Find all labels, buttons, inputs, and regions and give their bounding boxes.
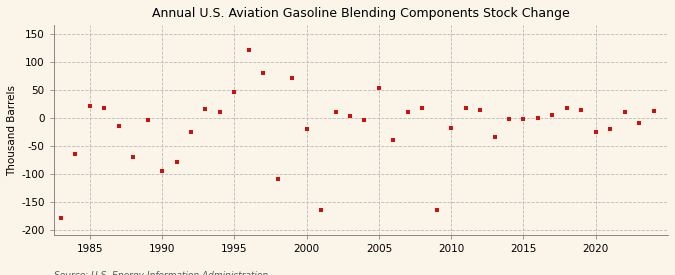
Point — [634, 121, 645, 125]
Point — [475, 108, 485, 112]
Y-axis label: Thousand Barrels: Thousand Barrels — [7, 85, 17, 176]
Title: Annual U.S. Aviation Gasoline Blending Components Stock Change: Annual U.S. Aviation Gasoline Blending C… — [152, 7, 570, 20]
Point — [113, 124, 124, 128]
Point — [55, 216, 66, 221]
Point — [605, 127, 616, 131]
Text: Source: U.S. Energy Information Administration: Source: U.S. Energy Information Administ… — [54, 271, 268, 275]
Point — [301, 127, 312, 131]
Point — [70, 152, 81, 156]
Point — [591, 130, 601, 134]
Point — [345, 114, 356, 118]
Point — [287, 76, 298, 81]
Point — [316, 208, 327, 212]
Point — [186, 130, 196, 134]
Point — [359, 118, 370, 123]
Point — [518, 117, 529, 121]
Point — [504, 117, 514, 122]
Point — [142, 118, 153, 123]
Point — [417, 105, 428, 110]
Point — [84, 104, 95, 109]
Point — [562, 105, 572, 110]
Point — [402, 110, 413, 114]
Point — [648, 109, 659, 113]
Point — [128, 155, 138, 159]
Point — [446, 126, 456, 130]
Point — [272, 177, 283, 182]
Point — [171, 160, 182, 165]
Point — [229, 90, 240, 95]
Point — [258, 71, 269, 75]
Point — [373, 86, 384, 90]
Point — [330, 110, 341, 114]
Point — [157, 169, 167, 173]
Point — [489, 135, 500, 139]
Point — [460, 105, 471, 110]
Point — [576, 108, 587, 112]
Point — [619, 110, 630, 114]
Point — [431, 208, 442, 212]
Point — [99, 105, 109, 110]
Point — [200, 107, 211, 111]
Point — [547, 113, 558, 117]
Point — [533, 116, 543, 120]
Point — [215, 110, 225, 114]
Point — [388, 138, 399, 142]
Point — [244, 48, 254, 53]
